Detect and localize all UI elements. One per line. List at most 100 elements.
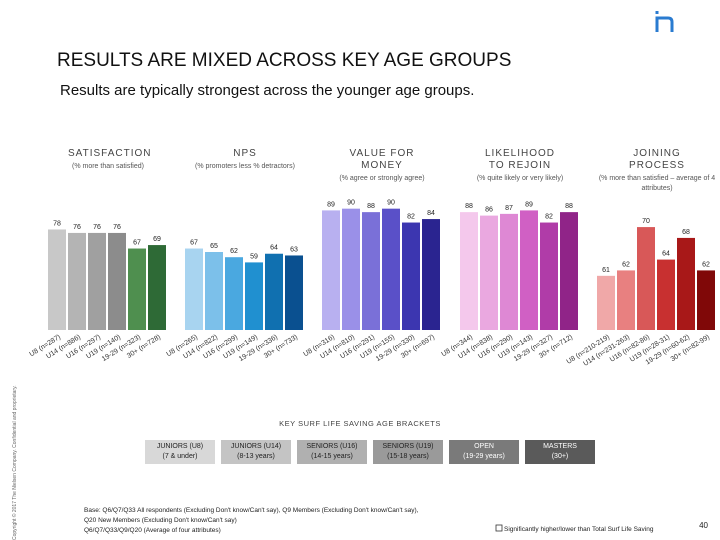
bar [617,270,635,330]
value-label: 88 [565,203,573,210]
legend-title: KEY SURF LIFE SAVING AGE BRACKETS [279,419,441,428]
legend-item: JUNIORS (U14) (8-13 years) [221,440,291,464]
legend-name: JUNIORS (U14) [230,443,282,450]
legend-name: OPEN [474,443,494,450]
legend-name: SENIORS (U19) [382,443,434,450]
bar [500,213,518,330]
bar [108,232,126,330]
value-label: 69 [153,236,161,243]
panel-subtitle: (% quite likely or very likely) [476,175,564,182]
legend-item: MASTERS (30+) [525,440,595,464]
legend-range: (30+) [551,453,569,460]
panel-title: JOINING PROCESS [629,148,685,171]
bar [520,210,538,330]
legend-name: JUNIORS (U8) [156,443,204,450]
value-label: 63 [290,246,298,253]
bar [68,232,86,330]
subtitle: Results are typically strongest across t… [60,82,475,99]
legend-range: (7 & under) [162,453,198,460]
bar [460,212,478,330]
legend-name: MASTERS [543,443,577,450]
value-label: 62 [622,261,630,268]
bar [637,227,655,330]
value-label: 68 [682,229,690,236]
bar [422,219,440,330]
bar [185,248,203,330]
panel-subtitle: (% agree or strongly agree) [339,175,425,182]
value-label: 89 [525,201,533,208]
value-label: 59 [250,253,258,260]
value-label: 89 [327,201,335,208]
legend-range: (19-29 years) [463,453,505,460]
legend-name: SENIORS (U16) [306,443,358,450]
panel-subtitle: (% promoters less % detractors) [195,163,295,170]
panel-title: NPS [233,148,257,159]
value-label: 88 [367,203,375,210]
value-label: 70 [642,218,650,225]
panel-head: LIKELIHOOD TO REJOIN (% quite likely or v… [460,148,580,184]
panel-title: SATISFACTION [68,148,152,159]
bar [88,232,106,330]
panel-title: LIKELIHOOD TO REJOIN [484,148,556,171]
logo [655,11,674,32]
value-label: 65 [210,243,218,250]
legend-range: (14-15 years) [311,453,353,460]
panel-title: VALUE FOR MONEY [349,148,415,171]
value-label: 76 [93,224,101,231]
value-label: 67 [190,240,198,247]
legend-item: OPEN (19-29 years) [449,440,519,464]
footer-note: Significantly higher/lower than Total Su… [504,526,654,533]
value-label: 64 [270,245,278,252]
page-number: 40 [699,521,708,530]
footer-base-2: Q6/Q7/Q33/Q9/Q20 (Average of four attrib… [84,527,221,534]
bar [677,237,695,330]
sig-icon [495,524,503,532]
legend-range: (8-13 years) [237,453,275,460]
bar [560,212,578,330]
value-label: 90 [387,200,395,207]
value-label: 62 [702,261,710,268]
legend-item: SENIORS (U19) (15-18 years) [373,440,443,464]
panel-head: VALUE FOR MONEY (% agree or strongly agre… [322,148,442,184]
legend-item: SENIORS (U16) (14-15 years) [297,440,367,464]
panel-subtitle: (% more than satisfied – average of 4 at… [598,175,716,192]
bar [480,215,498,330]
value-label: 82 [407,214,415,221]
value-label: 90 [347,200,355,207]
bar [265,253,283,330]
bar [322,210,340,330]
footer-base-1: Base: Q6/Q7/Q33 All respondents (Excludi… [84,507,419,524]
title: RESULTS ARE MIXED ACROSS KEY AGE GROUPS [57,50,512,71]
value-label: 84 [427,210,435,217]
bar [205,252,223,330]
bar [382,208,400,330]
footer-base: Base: Q6/Q7/Q33 All respondents (Excludi… [84,506,424,536]
value-label: 87 [505,205,513,212]
bar [597,275,615,330]
panel-subtitle: (% more than satisfied) [72,163,144,170]
value-label: 88 [465,203,473,210]
bar [657,259,675,330]
bar [148,245,166,330]
value-label: 61 [602,267,610,274]
bar [48,229,66,330]
bar [285,255,303,330]
bar [402,222,420,330]
value-label: 76 [73,224,81,231]
legend-range: (15-18 years) [387,453,429,460]
bar [128,248,146,330]
value-label: 82 [545,214,553,221]
value-label: 86 [485,207,493,214]
value-label: 62 [230,248,238,255]
value-label: 76 [113,224,121,231]
legend-item: JUNIORS (U8) (7 & under) [145,440,215,464]
bar [342,208,360,330]
copyright: Copyright © 2017 The Nielsen Company. Co… [11,385,18,540]
bar [697,270,715,330]
value-label: 78 [53,220,61,227]
panel-head: SATISFACTION (% more than satisfied) [48,148,168,172]
bar [362,212,380,330]
bar [245,262,263,330]
